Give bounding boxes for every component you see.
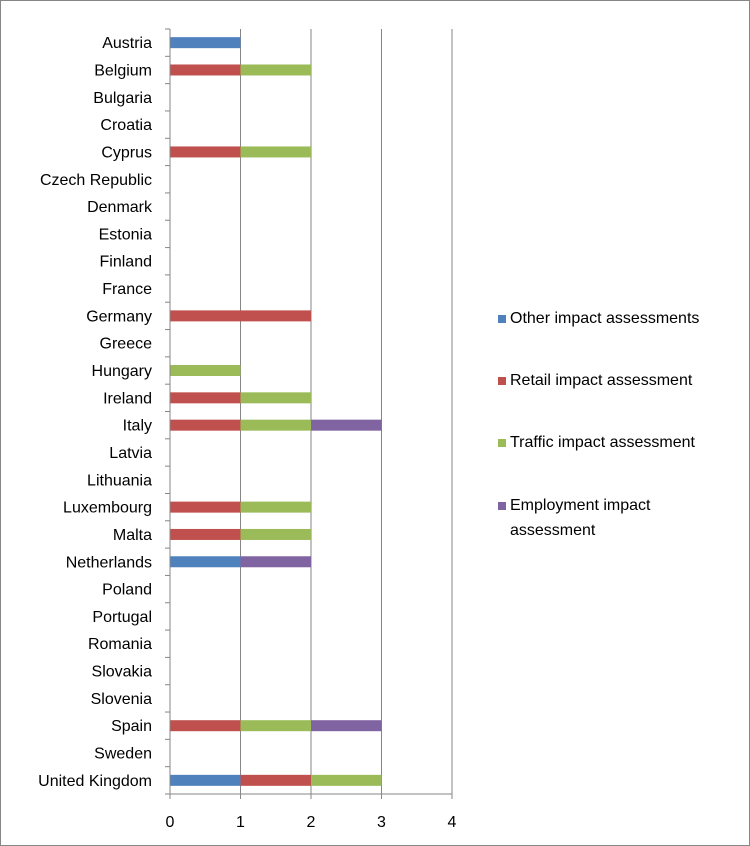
bar-traffic-impact-assessment: [240, 146, 311, 158]
category-label: Estonia: [99, 226, 152, 243]
x-tick-label: 3: [377, 814, 386, 831]
bar-retail-impact-assessment: [170, 310, 311, 322]
category-label: Slovenia: [91, 691, 152, 708]
bar-employment-impact-assessment: [240, 556, 311, 568]
bar-retail-impact-assessment: [170, 419, 241, 431]
category-label: Poland: [102, 582, 152, 599]
category-label: Austria: [102, 35, 152, 52]
category-label: Latvia: [109, 445, 152, 462]
legend-item: Employment impact assessment: [498, 493, 710, 543]
category-label: Greece: [100, 336, 153, 353]
bar-traffic-impact-assessment: [240, 720, 311, 732]
bar-retail-impact-assessment: [170, 146, 241, 158]
legend-label: Other impact assessments: [510, 310, 700, 327]
legend-item: Retail impact assessment: [498, 368, 692, 393]
category-label: United Kingdom: [38, 773, 152, 790]
legend-swatch: [498, 439, 506, 447]
category-label: France: [102, 281, 152, 298]
category-label: Germany: [86, 308, 152, 325]
x-tick-label: 0: [166, 814, 175, 831]
bar-employment-impact-assessment: [311, 720, 382, 732]
category-label: Cyprus: [101, 144, 152, 161]
category-label: Italy: [123, 418, 152, 435]
category-label: Czech Republic: [40, 172, 152, 189]
x-tick-label: 4: [448, 814, 457, 831]
category-label: Luxembourg: [63, 500, 152, 517]
bar-employment-impact-assessment: [311, 419, 382, 431]
legend-item: Other impact assessments: [498, 306, 699, 331]
x-tick-label: 2: [307, 814, 316, 831]
bar-traffic-impact-assessment: [240, 419, 311, 431]
legend-item: Traffic impact assessment: [498, 430, 695, 455]
category-label: Sweden: [94, 746, 152, 763]
bar-retail-impact-assessment: [170, 720, 241, 732]
bar-other-impact-assessments: [170, 556, 241, 568]
category-label: Denmark: [87, 199, 153, 216]
bar-traffic-impact-assessment: [240, 392, 311, 404]
bar-traffic-impact-assessment: [240, 528, 311, 540]
category-label: Ireland: [103, 390, 152, 407]
category-label: Spain: [111, 718, 152, 735]
category-label: Hungary: [92, 363, 152, 380]
bar-retail-impact-assessment: [240, 774, 311, 786]
category-label: Belgium: [94, 62, 152, 79]
bar-traffic-impact-assessment: [311, 774, 382, 786]
category-label: Netherlands: [66, 554, 152, 571]
bar-traffic-impact-assessment: [170, 365, 241, 377]
category-label: Romania: [88, 636, 152, 653]
legend-label: Retail impact assessment: [510, 372, 693, 389]
category-label: Lithuania: [87, 472, 152, 489]
bar-other-impact-assessments: [170, 37, 241, 49]
category-label: Malta: [113, 527, 152, 544]
bar-traffic-impact-assessment: [240, 501, 311, 513]
bar-traffic-impact-assessment: [240, 64, 311, 76]
legend-swatch: [498, 377, 506, 385]
legend-swatch: [498, 315, 506, 323]
category-label: Slovakia: [92, 664, 153, 681]
category-label: Finland: [100, 254, 152, 271]
x-tick-label: 1: [236, 814, 245, 831]
bar-retail-impact-assessment: [170, 392, 241, 404]
category-label: Croatia: [100, 117, 152, 134]
category-label: Portugal: [92, 609, 152, 626]
bar-retail-impact-assessment: [170, 501, 241, 513]
bar-retail-impact-assessment: [170, 528, 241, 540]
legend-label: Employment impact assessment: [510, 497, 651, 539]
legend-swatch: [498, 502, 506, 510]
category-label: Bulgaria: [93, 90, 152, 107]
legend-label: Traffic impact assessment: [510, 434, 695, 451]
bar-retail-impact-assessment: [170, 64, 241, 76]
bar-other-impact-assessments: [170, 774, 241, 786]
